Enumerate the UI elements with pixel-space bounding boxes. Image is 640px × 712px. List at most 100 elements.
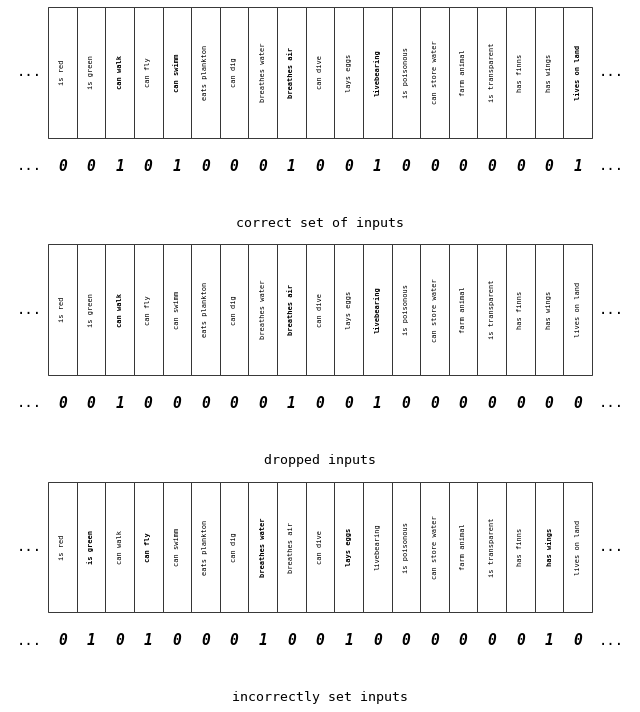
Text: livebearing: livebearing [374, 524, 380, 570]
Text: 0: 0 [201, 633, 210, 649]
Text: 0: 0 [287, 633, 296, 649]
Bar [163, 7, 191, 137]
Text: farm animal: farm animal [460, 524, 466, 570]
Text: farm animal: farm animal [460, 49, 466, 95]
Text: 0: 0 [259, 396, 267, 411]
Text: is red: is red [60, 297, 65, 323]
Text: ...: ... [17, 66, 42, 79]
Text: can dig: can dig [231, 295, 237, 325]
Text: lives on land: lives on land [575, 45, 580, 100]
Text: lays eggs: lays eggs [346, 528, 351, 566]
Text: can swimm: can swimm [174, 528, 180, 566]
Text: breathes water: breathes water [260, 280, 266, 340]
Bar [334, 482, 363, 612]
Text: can walk: can walk [116, 530, 123, 564]
Bar [306, 244, 334, 375]
Text: 0: 0 [144, 396, 152, 411]
Text: 1: 1 [259, 633, 267, 649]
Text: is transparent: is transparent [489, 43, 495, 102]
Text: 0: 0 [573, 633, 582, 649]
Bar [163, 244, 191, 375]
Text: 0: 0 [373, 633, 381, 649]
Text: correct set of inputs: correct set of inputs [236, 216, 404, 229]
Text: has finns: has finns [517, 290, 524, 329]
Text: is poisonous: is poisonous [403, 284, 409, 335]
Text: ...: ... [598, 303, 623, 317]
Text: 0: 0 [459, 159, 468, 174]
Bar [449, 7, 477, 137]
Bar [48, 482, 77, 612]
Bar [105, 482, 134, 612]
Bar [48, 244, 77, 375]
Bar [449, 482, 477, 612]
Text: incorrectly set inputs: incorrectly set inputs [232, 691, 408, 704]
Text: 0: 0 [401, 396, 410, 411]
Text: ...: ... [598, 634, 623, 648]
Text: 1: 1 [545, 633, 554, 649]
Bar [191, 244, 220, 375]
Bar [134, 7, 163, 137]
Bar [563, 7, 592, 137]
Text: 0: 0 [316, 159, 324, 174]
Text: 1: 1 [373, 396, 381, 411]
Text: is green: is green [88, 530, 95, 564]
Bar [277, 244, 306, 375]
Text: can fly: can fly [145, 58, 151, 88]
Text: 0: 0 [459, 396, 468, 411]
Bar [105, 244, 134, 375]
Text: 0: 0 [430, 396, 439, 411]
Text: 0: 0 [144, 159, 152, 174]
Text: breathes air: breathes air [289, 47, 294, 98]
Text: 0: 0 [430, 633, 439, 649]
Text: 1: 1 [172, 159, 181, 174]
Bar [477, 244, 506, 375]
Bar [220, 244, 248, 375]
Text: lives on land: lives on land [575, 282, 580, 337]
Text: ...: ... [17, 634, 42, 648]
Bar [392, 7, 420, 137]
Text: 0: 0 [316, 633, 324, 649]
Text: can dig: can dig [231, 532, 237, 562]
Text: livebearing: livebearing [374, 286, 381, 333]
Text: can dive: can dive [317, 293, 323, 327]
Bar [134, 482, 163, 612]
Text: has finns: has finns [517, 528, 524, 566]
Bar [477, 482, 506, 612]
Text: 1: 1 [115, 396, 124, 411]
Text: has wings: has wings [546, 53, 552, 92]
Bar [449, 244, 477, 375]
Text: has finns: has finns [517, 53, 524, 92]
Bar [535, 7, 563, 137]
Bar [535, 482, 563, 612]
Text: 0: 0 [401, 159, 410, 174]
Bar [392, 244, 420, 375]
Text: 0: 0 [58, 396, 67, 411]
Bar [535, 244, 563, 375]
Text: is red: is red [60, 534, 65, 560]
Text: 0: 0 [115, 633, 124, 649]
Text: 0: 0 [201, 396, 210, 411]
Text: 1: 1 [373, 159, 381, 174]
Text: 0: 0 [573, 396, 582, 411]
Text: eats plankton: eats plankton [202, 282, 209, 337]
Text: 0: 0 [344, 396, 353, 411]
Bar [248, 244, 277, 375]
Text: can store water: can store water [431, 278, 438, 342]
Text: can fly: can fly [145, 295, 151, 325]
Text: 1: 1 [573, 159, 582, 174]
Bar [191, 482, 220, 612]
Bar [477, 7, 506, 137]
Text: 0: 0 [344, 159, 353, 174]
Text: can swimm: can swimm [174, 290, 180, 329]
Bar [392, 482, 420, 612]
Text: 0: 0 [488, 396, 496, 411]
Text: ...: ... [17, 159, 42, 173]
Text: 0: 0 [86, 396, 95, 411]
Text: 1: 1 [144, 633, 152, 649]
Text: dropped inputs: dropped inputs [264, 454, 376, 467]
Bar [191, 7, 220, 137]
Text: 0: 0 [86, 159, 95, 174]
Bar [248, 7, 277, 137]
Bar [105, 7, 134, 137]
Text: 0: 0 [230, 396, 239, 411]
